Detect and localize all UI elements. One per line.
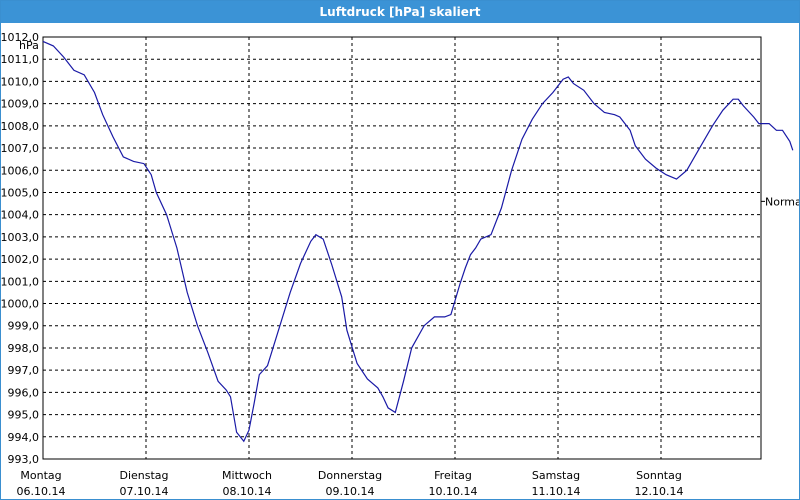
- x-tick-day: Freitag: [434, 469, 472, 482]
- y-tick-label: 1010,0: [1, 75, 39, 88]
- y-tick-label: 1009,0: [1, 98, 39, 111]
- y-tick-label: 1003,0: [1, 231, 39, 244]
- y-tick-label: 1012,0: [1, 31, 39, 44]
- y-tick-label: 995,0: [8, 409, 40, 422]
- y-tick-label: 1004,0: [1, 209, 39, 222]
- x-tick-date: 12.10.14: [635, 485, 684, 498]
- x-tick-date: 08.10.14: [223, 485, 272, 498]
- x-tick-date: 09.10.14: [326, 485, 375, 498]
- y-tick-label: 993,0: [8, 453, 40, 466]
- x-tick-day: Sonntag: [636, 469, 682, 482]
- y-tick-label: 994,0: [8, 431, 40, 444]
- x-tick-day: Dienstag: [119, 469, 168, 482]
- y-tick-label: 1008,0: [1, 120, 39, 133]
- x-tick-day: Mittwoch: [222, 469, 272, 482]
- y-tick-label: 1006,0: [1, 164, 39, 177]
- series-line: [42, 40, 794, 443]
- x-tick-day: Samstag: [532, 469, 580, 482]
- y-tick-label: 1000,0: [1, 298, 39, 311]
- y-tick-label: 999,0: [8, 320, 40, 333]
- y-tick-label: 1005,0: [1, 186, 39, 199]
- x-tick-date: 07.10.14: [120, 485, 169, 498]
- y-tick-label: 1011,0: [1, 53, 39, 66]
- x-tick-date: 11.10.14: [532, 485, 581, 498]
- window-title: Luftdruck [hPa] skaliert: [1, 1, 799, 23]
- x-tick-day: Donnerstag: [318, 469, 382, 482]
- y-tick-label: 997,0: [8, 364, 40, 377]
- y-axis-label: hPa: [19, 39, 39, 52]
- y-tick-label: 1002,0: [1, 253, 39, 266]
- reference-label: Normal: [765, 195, 799, 208]
- plot-frame: [42, 36, 762, 460]
- x-tick-day: Montag: [20, 469, 61, 482]
- x-tick-date: 10.10.14: [429, 485, 478, 498]
- x-tick-date: 06.10.14: [17, 485, 66, 498]
- plot-background: [43, 37, 761, 459]
- y-tick-label: 1001,0: [1, 275, 39, 288]
- y-tick-label: 996,0: [8, 386, 40, 399]
- y-tick-label: 998,0: [8, 342, 40, 355]
- y-tick-label: 1007,0: [1, 142, 39, 155]
